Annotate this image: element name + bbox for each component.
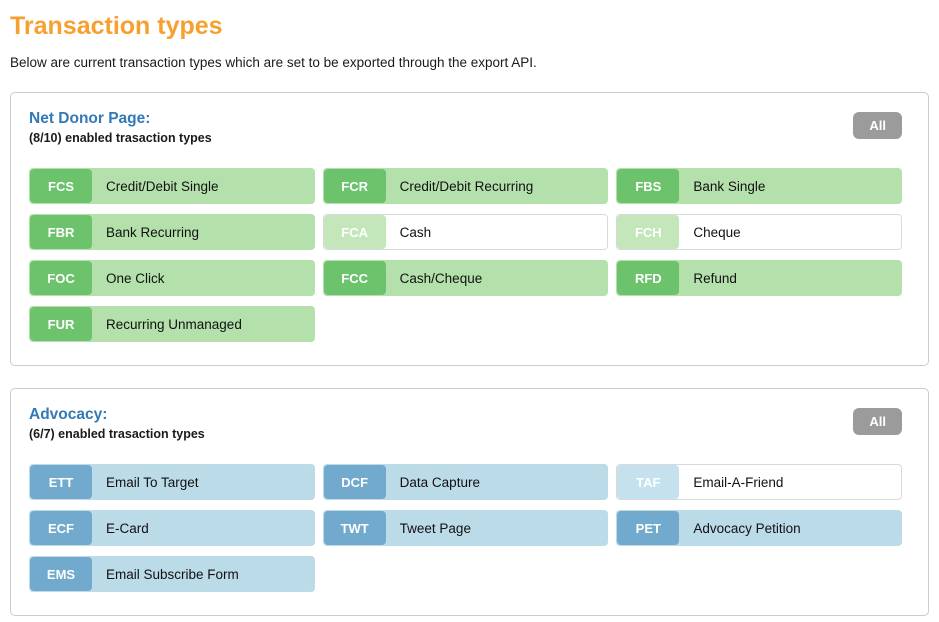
page-title: Transaction types xyxy=(10,12,223,40)
transaction-type-code-badge: TWT xyxy=(323,511,386,545)
transaction-type-toggle[interactable]: FBR Bank Recurring xyxy=(29,214,315,250)
transaction-type-code-badge: DCF xyxy=(323,465,386,499)
transaction-types-grid: FCS Credit/Debit Single FCR Credit/Debit… xyxy=(29,168,902,342)
transaction-type-toggle[interactable]: TAF Email-A-Friend xyxy=(616,464,902,500)
transaction-type-toggle[interactable]: ETT Email To Target xyxy=(29,464,315,500)
section-panel: Advocacy: (6/7) enabled trasaction types… xyxy=(10,388,929,616)
section-header-text: Net Donor Page: (8/10) enabled trasactio… xyxy=(29,110,212,145)
transaction-type-label: Cash xyxy=(399,224,432,240)
transaction-type-code-badge: FUR xyxy=(30,307,92,341)
transaction-type-toggle[interactable]: PET Advocacy Petition xyxy=(616,510,902,546)
section-header: Net Donor Page: (8/10) enabled trasactio… xyxy=(29,110,902,145)
transaction-type-label: Advocacy Petition xyxy=(693,520,801,536)
transaction-type-code-badge: FBR xyxy=(30,215,92,249)
section-heading: Advocacy: xyxy=(29,406,108,423)
transaction-type-label: Bank Recurring xyxy=(106,224,200,240)
transaction-type-code-badge: ECF xyxy=(30,511,92,545)
transaction-type-code-badge: FCR xyxy=(323,169,386,203)
transaction-type-toggle[interactable]: FOC One Click xyxy=(29,260,315,296)
section-enabled-count: (8/10) enabled trasaction types xyxy=(29,131,212,145)
transaction-type-code-badge: FCA xyxy=(323,215,386,249)
transaction-type-code-badge: FBS xyxy=(617,169,680,203)
transaction-type-toggle[interactable]: FCH Cheque xyxy=(616,214,902,250)
select-all-button[interactable]: All xyxy=(853,112,902,139)
transaction-type-code-badge: FCH xyxy=(617,215,680,249)
transaction-type-code-badge: FOC xyxy=(30,261,92,295)
transaction-type-code-badge: ETT xyxy=(30,465,92,499)
transaction-type-code-badge: FCS xyxy=(30,169,92,203)
section-header: Advocacy: (6/7) enabled trasaction types… xyxy=(29,406,902,441)
transaction-type-label: Recurring Unmanaged xyxy=(106,316,242,332)
transaction-type-code-badge: TAF xyxy=(617,465,680,499)
transaction-type-label: Email Subscribe Form xyxy=(106,566,239,582)
transaction-type-label: Data Capture xyxy=(399,474,480,490)
transaction-type-label: Refund xyxy=(693,270,737,286)
transaction-type-code-badge: RFD xyxy=(617,261,680,295)
section-enabled-count: (6/7) enabled trasaction types xyxy=(29,427,205,441)
section-panel: Net Donor Page: (8/10) enabled trasactio… xyxy=(10,92,929,366)
transaction-type-toggle[interactable]: EMS Email Subscribe Form xyxy=(29,556,315,592)
transaction-type-toggle[interactable]: TWT Tweet Page xyxy=(322,510,609,546)
transaction-type-label: Cheque xyxy=(693,224,741,240)
transaction-type-label: One Click xyxy=(106,270,165,286)
transaction-type-code-badge: PET xyxy=(617,511,680,545)
transaction-type-code-badge: FCC xyxy=(323,261,386,295)
transaction-type-toggle[interactable]: DCF Data Capture xyxy=(322,464,609,500)
transaction-type-label: Credit/Debit Single xyxy=(106,178,219,194)
transaction-type-toggle[interactable]: FCC Cash/Cheque xyxy=(322,260,609,296)
transaction-type-toggle[interactable]: FUR Recurring Unmanaged xyxy=(29,306,315,342)
transaction-type-label: Email To Target xyxy=(106,474,199,490)
transaction-type-toggle[interactable]: FBS Bank Single xyxy=(616,168,902,204)
transaction-type-label: Credit/Debit Recurring xyxy=(399,178,534,194)
page-description: Below are current transaction types whic… xyxy=(10,55,537,70)
transaction-type-code-badge: EMS xyxy=(30,557,92,591)
transaction-type-toggle[interactable]: FCS Credit/Debit Single xyxy=(29,168,315,204)
transaction-type-label: Email-A-Friend xyxy=(693,474,784,490)
transaction-type-toggle[interactable]: FCA Cash xyxy=(322,214,609,250)
transaction-type-label: Tweet Page xyxy=(399,520,471,536)
transaction-type-label: Bank Single xyxy=(693,178,766,194)
transaction-type-label: E-Card xyxy=(106,520,149,536)
transaction-type-toggle[interactable]: RFD Refund xyxy=(616,260,902,296)
section-header-text: Advocacy: (6/7) enabled trasaction types xyxy=(29,406,205,441)
select-all-button[interactable]: All xyxy=(853,408,902,435)
transaction-type-toggle[interactable]: ECF E-Card xyxy=(29,510,315,546)
section-heading: Net Donor Page: xyxy=(29,110,151,127)
transaction-type-toggle[interactable]: FCR Credit/Debit Recurring xyxy=(322,168,609,204)
sections-container: Net Donor Page: (8/10) enabled trasactio… xyxy=(10,92,929,616)
transaction-types-grid: ETT Email To Target DCF Data Capture TAF… xyxy=(29,464,902,592)
transaction-type-label: Cash/Cheque xyxy=(399,270,483,286)
